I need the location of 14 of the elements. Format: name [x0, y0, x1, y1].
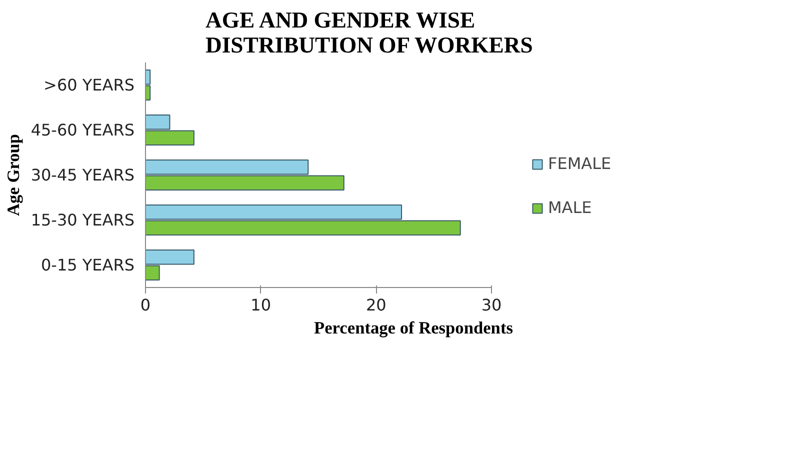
y-tick-label: 45-60 YEARS	[30, 120, 135, 140]
x-tick-label: 0	[140, 296, 151, 314]
y-tick-label: 0-15 YEARS	[41, 256, 134, 274]
y-axis-title: Age Group	[4, 134, 23, 216]
x-tick-label: 30	[481, 296, 502, 314]
y-tick-label: 30-45 YEARS	[30, 166, 135, 184]
y-tick-label: >60 YEARS	[44, 76, 134, 94]
chart-title: AGE AND GENDER WISE DISTRIBUTION OF WORKERS	[206, 8, 533, 58]
legend-label: FEMALE	[548, 154, 612, 173]
y-tick-label: 15-30 YEARS	[30, 210, 135, 230]
x-tick-label: 10	[250, 296, 272, 314]
legend-label: MALE	[548, 198, 592, 217]
x-tick-label: 20	[366, 296, 386, 314]
x-axis-title: Percentage of Respondents	[314, 318, 514, 338]
